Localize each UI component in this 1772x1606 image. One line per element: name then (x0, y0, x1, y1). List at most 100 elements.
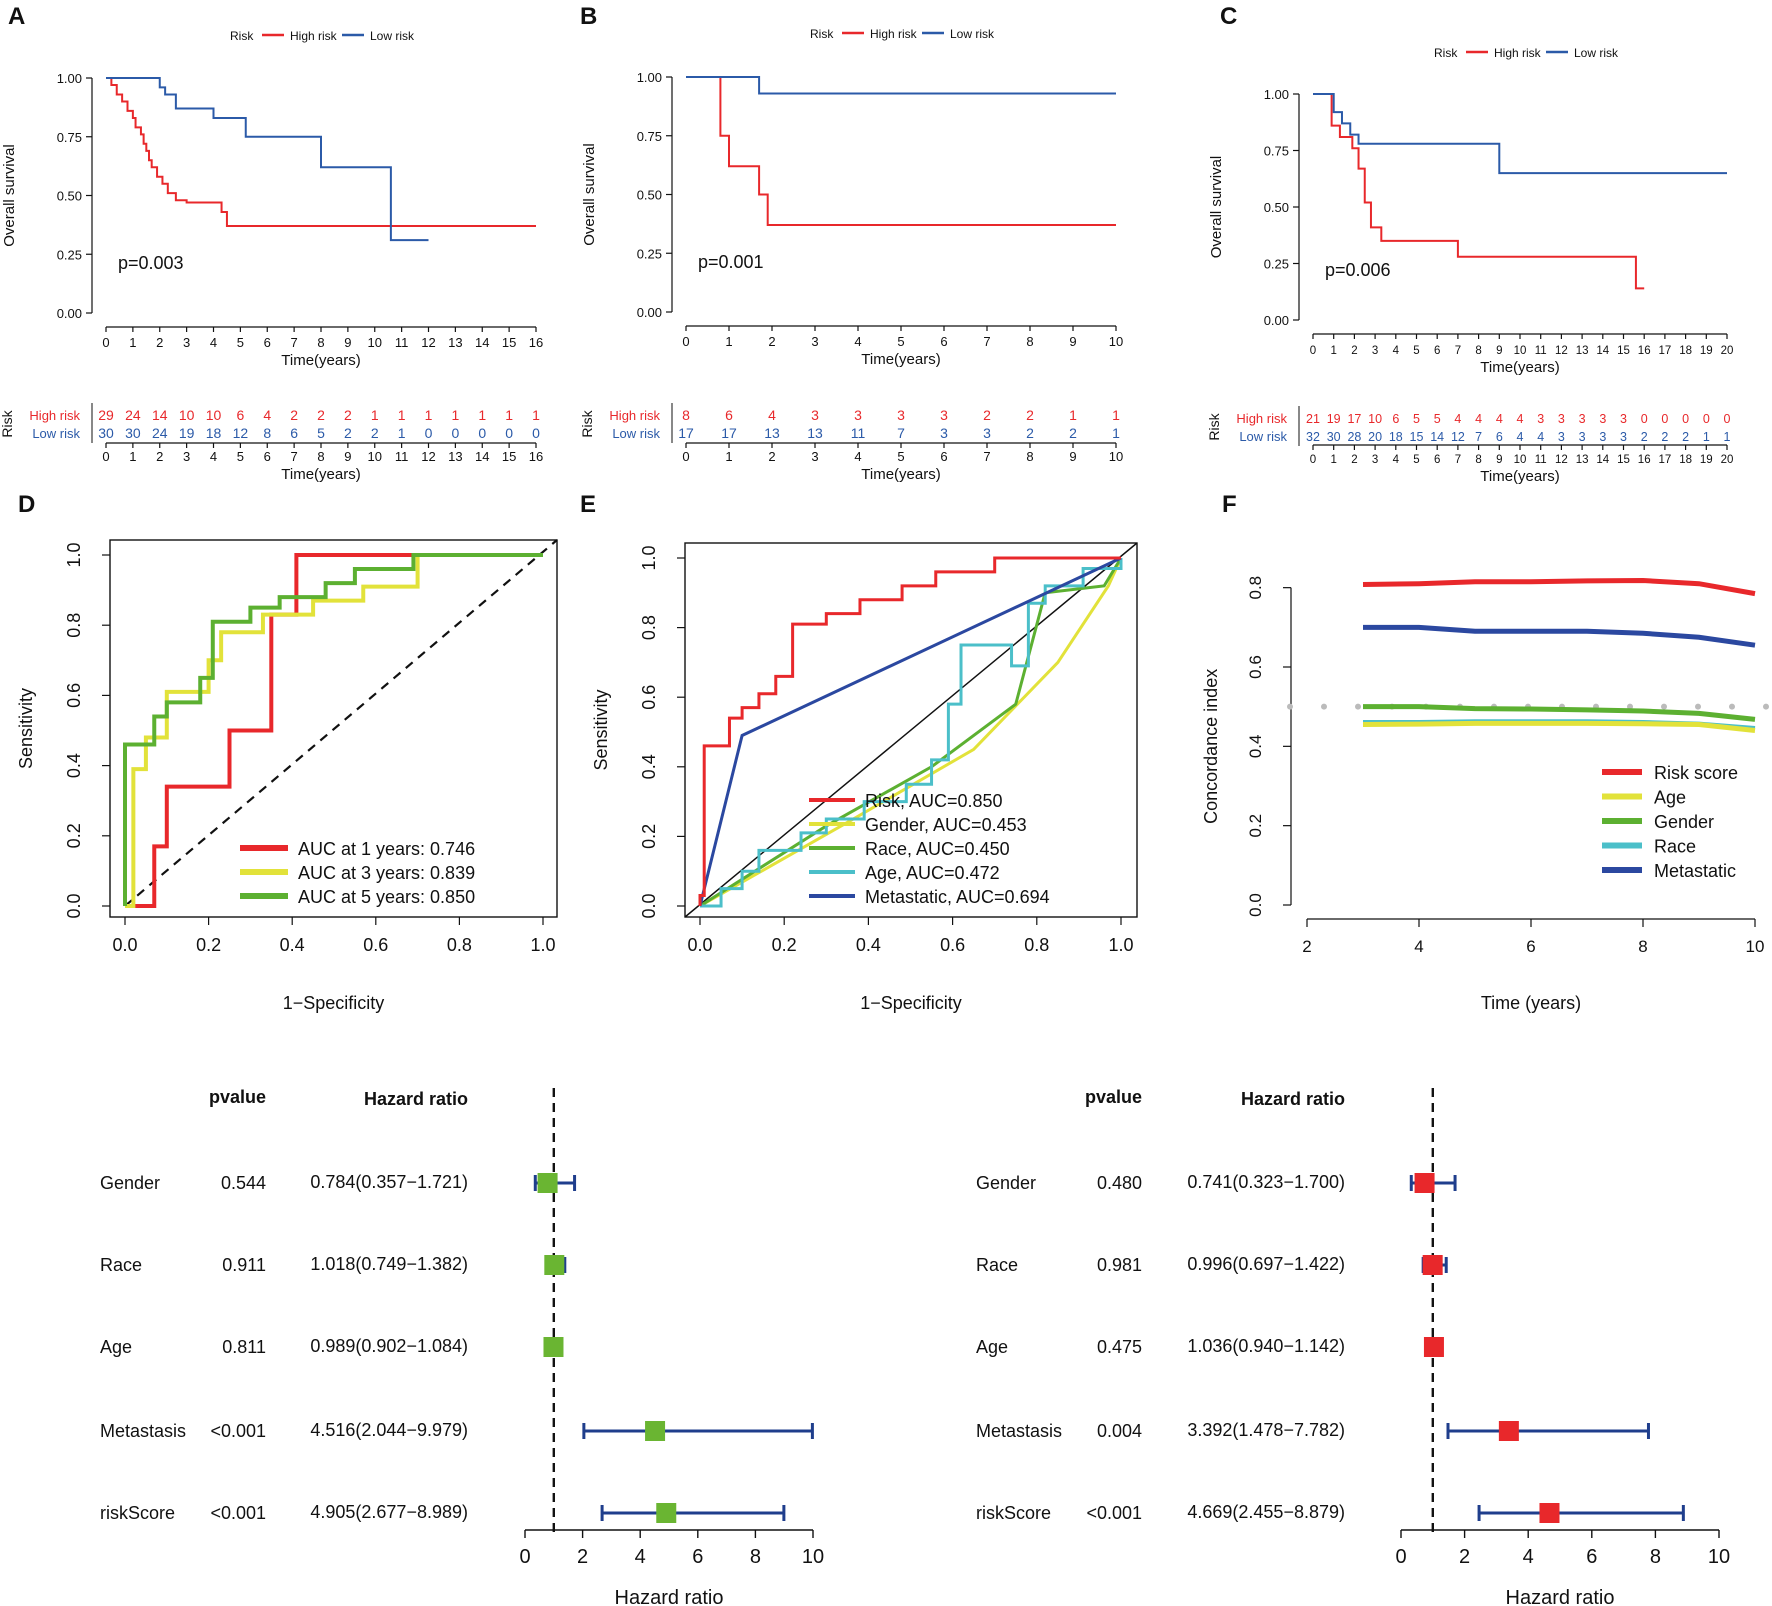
legend-label: Race (1654, 837, 1696, 857)
roc-curve (698, 556, 1121, 906)
risk-count: 12 (1451, 430, 1465, 444)
x-tick-label: 0.6 (363, 935, 388, 955)
legend-label: Gender (1654, 812, 1714, 832)
x-tick-label: 6 (1586, 1546, 1597, 1568)
hr-point (537, 1173, 558, 1193)
x-tick-label: 6 (692, 1546, 703, 1568)
risk-x-tick-label: 2 (1351, 454, 1357, 466)
hr-point (1414, 1173, 1435, 1193)
column-header-pvalue: pvalue (1085, 1087, 1142, 1107)
x-tick-label: 15 (502, 335, 516, 350)
x-tick-label: 0 (1395, 1546, 1406, 1568)
y-tick-label: 0.8 (639, 615, 659, 640)
y-tick-label: 0.50 (1264, 200, 1289, 215)
risk-count: 0 (505, 425, 513, 441)
hr-point (544, 1255, 565, 1275)
risk-count: 1 (478, 407, 486, 423)
risk-count: 12 (233, 425, 249, 441)
legend-label: High risk (290, 29, 338, 43)
x-tick-label: 13 (448, 335, 462, 350)
x-tick-label: 17 (1659, 345, 1672, 357)
risk-x-tick-label: 3 (1372, 454, 1378, 466)
x-tick-label: 2 (1459, 1546, 1470, 1568)
row-label: Age (976, 1337, 1008, 1357)
x-tick-label: 0.8 (447, 935, 472, 955)
risk-row-label: Low risk (32, 426, 80, 441)
risk-count: 6 (290, 425, 298, 441)
row-label: Gender (100, 1173, 160, 1193)
legend-label: AUC at 1 years: 0.746 (298, 839, 475, 859)
km-panel-a: Risk High risk Low risk 0.00 0.25 0.50 0.75 1.0… (0, 29, 543, 483)
roc-panel-d: 0.0 0.2 0.4 0.6 0.8 1.0 0.0 0.2 0.4 0.6 0.8 1.0 1−Sp… (16, 539, 558, 1013)
roc-curve (125, 553, 543, 908)
risk-count: 2 (983, 407, 991, 423)
risk-row-label: High risk (1236, 411, 1287, 426)
y-tick-label: 0.75 (637, 129, 662, 144)
risk-count: 3 (854, 407, 862, 423)
y-tick-label: 0.6 (1246, 655, 1265, 679)
x-tick-label: 16 (529, 335, 543, 350)
legend-label: Metastatic (1654, 861, 1736, 881)
y-tick-label: 0.6 (639, 685, 659, 710)
x-tick-label: 1 (725, 334, 732, 349)
risk-count: 3 (1620, 430, 1627, 444)
forest-plot-left: pvalue Hazard ratio Gender 0.544 0.784(0.357… (100, 1087, 824, 1606)
x-tick-label: 0 (519, 1546, 530, 1568)
row-pvalue: 0.475 (1097, 1337, 1142, 1357)
risk-count: 10 (1368, 412, 1382, 426)
x-tick-label: 8 (1475, 345, 1481, 357)
risk-x-tick-label: 5 (897, 449, 904, 464)
risk-count: 1 (371, 407, 379, 423)
row-pvalue: 0.911 (222, 1255, 266, 1275)
x-tick-label: 14 (1596, 345, 1609, 357)
risk-x-tick-label: 5 (237, 449, 244, 464)
column-header-hazard-ratio: Hazard ratio (1241, 1089, 1345, 1109)
x-tick-label: 4 (854, 334, 861, 349)
risk-count: 8 (263, 425, 271, 441)
x-tick-label: 11 (395, 335, 409, 350)
x-tick-label: 9 (1496, 345, 1502, 357)
row-hazard-ratio: 3.392(1.478−7.782) (1187, 1420, 1345, 1440)
risk-count: 4 (263, 407, 271, 423)
risk-count: 0 (1703, 412, 1710, 426)
risk-count: 1 (451, 407, 459, 423)
panel-letter-c: C (1220, 3, 1237, 30)
y-tick-label: 0.50 (637, 188, 662, 203)
risk-count: 17 (678, 425, 694, 441)
risk-count: 1 (1112, 425, 1120, 441)
y-tick-label: 0.25 (1264, 257, 1289, 272)
y-tick-label: 0.00 (1264, 313, 1289, 328)
legend-label: Metastatic, AUC=0.694 (865, 887, 1050, 907)
risk-count: 0 (532, 425, 540, 441)
concordance-panel-f: 0.0 0.2 0.4 0.6 0.8 2 4 6 8 10 Time (years) Concord… (1201, 576, 1771, 1013)
risk-count: 24 (152, 425, 168, 441)
x-axis-title: 1−Specificity (860, 993, 962, 1013)
y-tick-label: 0.4 (1246, 735, 1265, 759)
risk-count: 11 (851, 425, 866, 441)
legend-label: Low risk (370, 29, 415, 43)
x-tick-label: 10 (1514, 345, 1527, 357)
row-pvalue: 0.004 (1097, 1421, 1142, 1441)
risk-count: 3 (1558, 412, 1565, 426)
hr-point (1422, 1255, 1443, 1275)
y-tick-label: 0.6 (64, 683, 84, 708)
legend-label: Low risk (1574, 46, 1619, 60)
risk-x-axis-title: Time(years) (1480, 468, 1559, 485)
legend-label: Race, AUC=0.450 (865, 839, 1010, 859)
x-tick-label: 10 (1746, 937, 1765, 956)
risk-count: 18 (1389, 430, 1403, 444)
risk-count: 4 (1517, 412, 1524, 426)
risk-count: 30 (125, 425, 141, 441)
risk-count: 21 (1306, 412, 1320, 426)
y-tick-label: 1.00 (1264, 87, 1289, 102)
x-tick-label: 19 (1700, 345, 1713, 357)
y-axis-title: Sensitivity (591, 689, 611, 770)
roc-curve (700, 558, 1123, 908)
x-tick-label: 7 (1455, 345, 1461, 357)
row-pvalue: <0.001 (1086, 1503, 1142, 1523)
risk-row-label: Low risk (1239, 429, 1287, 444)
risk-count: 3 (1620, 412, 1627, 426)
c-index-line (1363, 704, 1756, 722)
row-label: Race (100, 1255, 142, 1275)
risk-row-label: High risk (29, 408, 80, 423)
